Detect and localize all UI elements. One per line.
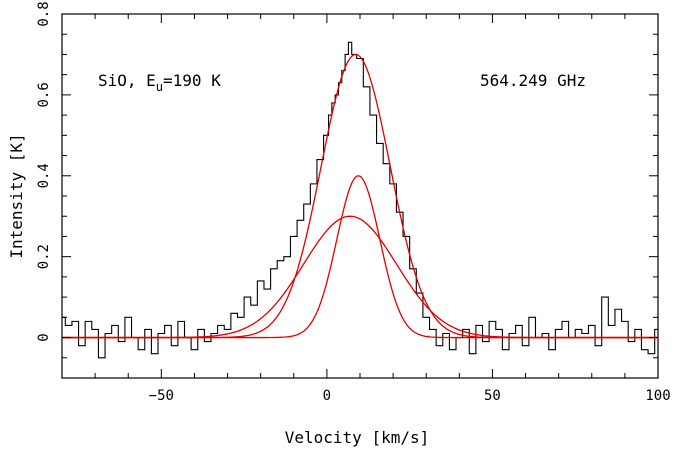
x-tick-label: 0: [323, 388, 331, 404]
plot-area: [62, 41, 658, 359]
species-annotation: SiO, Eu=190 K: [98, 71, 221, 94]
species-prefix: SiO, E: [98, 71, 156, 90]
y-tick-label: 0.2: [36, 244, 52, 269]
observed-spectrum: [62, 41, 658, 359]
y-tick-label: 0.6: [36, 82, 52, 107]
x-tick-label: −50: [149, 388, 174, 404]
y-tick-label: 0.4: [36, 163, 52, 188]
y-tick-label: 0.8: [36, 1, 52, 26]
x-tick-label: 50: [484, 388, 501, 404]
fit-curve-broad: [62, 215, 658, 339]
axis-ticks: [61, 13, 659, 378]
frequency-annotation: 564.249 GHz: [480, 71, 586, 90]
species-subscript: u: [156, 80, 163, 94]
x-axis-label: Velocity [km/s]: [285, 428, 430, 447]
x-tick-label: 100: [645, 388, 670, 404]
y-tick-label: 0: [36, 333, 52, 341]
fit-curve-total: [62, 53, 658, 339]
fit-curve-narrow: [62, 175, 658, 339]
y-axis-label: Intensity [K]: [7, 133, 26, 258]
axis-tick-labels: −50 0 50 100 0 0.2 0.4 0.6 0.8: [36, 1, 671, 404]
species-suffix: =190 K: [163, 71, 221, 90]
